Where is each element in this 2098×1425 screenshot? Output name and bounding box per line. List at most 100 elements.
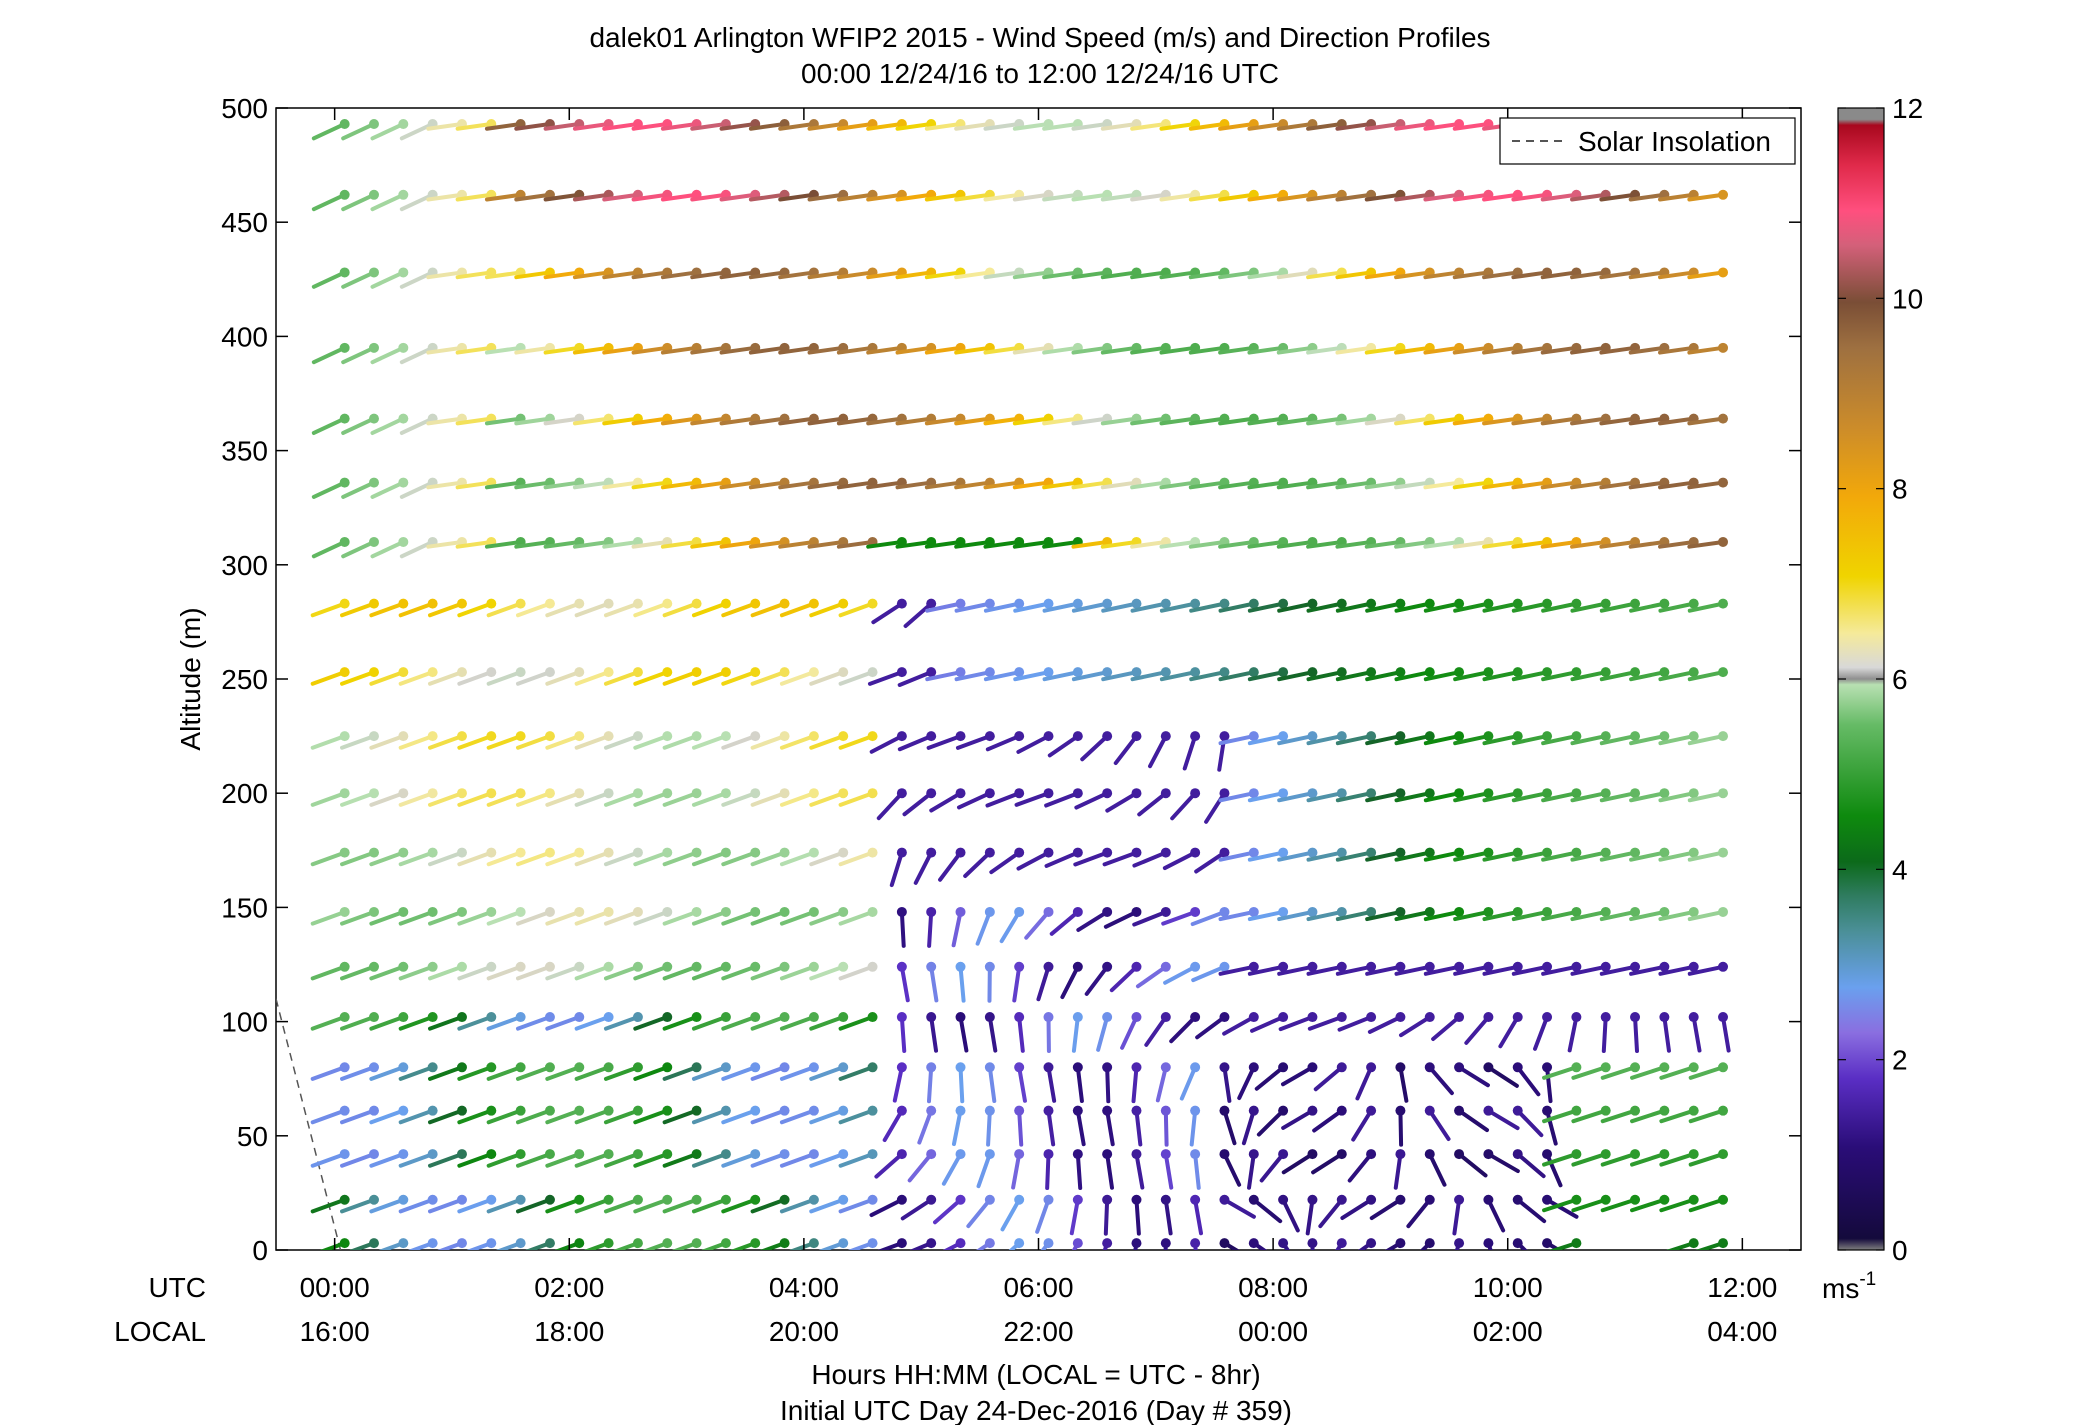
wind-barb-stick <box>340 601 376 618</box>
wind-barb-stick <box>1570 734 1608 746</box>
wind-barb-point <box>808 961 819 972</box>
wind-barb-point <box>720 1012 731 1023</box>
wind-barb-stick <box>1101 601 1139 613</box>
wind-barb-point <box>1131 1012 1142 1023</box>
wind-barb-point <box>720 906 731 917</box>
wind-barb-point <box>1688 667 1699 678</box>
wind-barb-point <box>1014 1238 1025 1249</box>
wind-barb-stick <box>1570 909 1608 922</box>
wind-barb-stick <box>1658 539 1696 549</box>
wind-barb-point <box>808 788 819 799</box>
wind-barb-stick <box>311 345 347 365</box>
wind-barb-stick <box>515 1108 552 1125</box>
wind-barb-stick <box>866 192 904 202</box>
wind-barb-point <box>456 1105 467 1116</box>
wind-barb-point <box>1190 667 1201 678</box>
wind-barb-point <box>1718 961 1729 972</box>
wind-barb-point <box>1454 731 1465 742</box>
wind-barb-point <box>1600 1012 1611 1023</box>
wind-barb-stick <box>1511 270 1550 280</box>
wind-barb-stick <box>1163 1197 1173 1236</box>
wind-barb-stick <box>1044 791 1080 808</box>
wind-barb-stick <box>1250 1015 1286 1033</box>
wind-barb-stick <box>370 480 406 499</box>
wind-barb-stick <box>924 121 963 131</box>
x-tick-label-utc: 04:00 <box>769 1272 839 1303</box>
wind-barb-stick <box>486 791 523 807</box>
wind-barb-point <box>632 598 643 609</box>
wind-barb-stick <box>1659 1152 1696 1167</box>
wind-barb-point <box>779 906 790 917</box>
wind-barb-stick <box>602 192 640 202</box>
chart-title-line1: dalek01 Arlington WFIP2 2015 - Wind Spee… <box>589 22 1490 53</box>
wind-barb-stick <box>1040 1241 1051 1250</box>
wind-barb-stick <box>515 909 552 926</box>
wind-barb-point <box>1718 906 1729 917</box>
wind-barb-point <box>1718 667 1729 678</box>
wind-barb-stick <box>1159 121 1198 131</box>
wind-barb-point <box>1307 1238 1318 1249</box>
wind-barb-stick <box>1218 539 1256 549</box>
wind-barb-point <box>574 1062 585 1073</box>
wind-barb-point <box>926 731 937 742</box>
wind-barb-stick <box>1545 1241 1563 1250</box>
wind-barb-stick <box>1101 670 1139 682</box>
wind-barb-stick <box>515 1065 552 1081</box>
wind-barb-point <box>779 1149 790 1160</box>
wind-barb-stick <box>455 480 494 490</box>
wind-barb-stick <box>954 192 992 202</box>
wind-barb-stick <box>1012 416 1051 426</box>
wind-barb-stick <box>428 1197 464 1214</box>
wind-barb-stick <box>1182 734 1198 771</box>
wind-barb-stick <box>1335 192 1374 202</box>
wind-barb-stick <box>807 192 846 202</box>
wind-barb-point <box>603 1149 614 1160</box>
wind-barb-stick <box>1013 601 1051 613</box>
wind-barb-point <box>1072 1062 1083 1073</box>
wind-barb-point <box>1366 906 1377 917</box>
wind-barb-point <box>574 667 585 678</box>
wind-barb-stick <box>1105 1108 1115 1147</box>
wind-barb-point <box>1336 847 1347 858</box>
wind-barb-stick <box>574 850 611 867</box>
wind-barb-stick <box>1394 121 1432 131</box>
wind-barb-stick <box>1365 670 1403 682</box>
wind-barb-stick <box>642 1241 670 1250</box>
wind-barb-stick <box>1630 1065 1667 1080</box>
wind-barb-stick <box>867 670 904 686</box>
wind-barb-point <box>1630 1194 1641 1205</box>
wind-barb-point <box>368 1238 379 1249</box>
wind-barb-point <box>750 598 761 609</box>
wind-barb-point <box>486 847 497 858</box>
wind-barb-point <box>691 1012 702 1023</box>
wind-barb-point <box>1659 961 1670 972</box>
wind-barb-stick <box>866 480 904 490</box>
wind-barb-stick <box>874 1152 904 1179</box>
wind-barb-point <box>574 598 585 609</box>
wind-barb-stick <box>1364 539 1403 549</box>
wind-barb-stick <box>1306 416 1344 426</box>
wind-barb-stick <box>1453 670 1491 682</box>
wind-barb-point <box>1278 667 1289 678</box>
wind-barb-stick <box>486 964 523 981</box>
wind-barb-point <box>486 1012 497 1023</box>
wind-barb-stick <box>457 1015 494 1031</box>
wind-barb-point <box>1718 731 1729 742</box>
wind-barb-point <box>838 961 849 972</box>
wind-barb-point <box>662 788 673 799</box>
wind-barb-stick <box>370 345 406 365</box>
wind-barb-point <box>896 788 907 799</box>
wind-barb-stick <box>1423 121 1462 131</box>
wind-barb-stick <box>1629 670 1667 682</box>
wind-barb-stick <box>913 850 934 885</box>
wind-barb-point <box>515 1062 526 1073</box>
wind-barb-stick <box>428 1065 464 1081</box>
wind-barb-stick <box>633 909 670 926</box>
wind-barb-stick <box>1545 1197 1579 1219</box>
wind-barb-stick <box>691 791 728 807</box>
wind-barb-point <box>339 1062 350 1073</box>
wind-barb-stick <box>1423 601 1462 613</box>
